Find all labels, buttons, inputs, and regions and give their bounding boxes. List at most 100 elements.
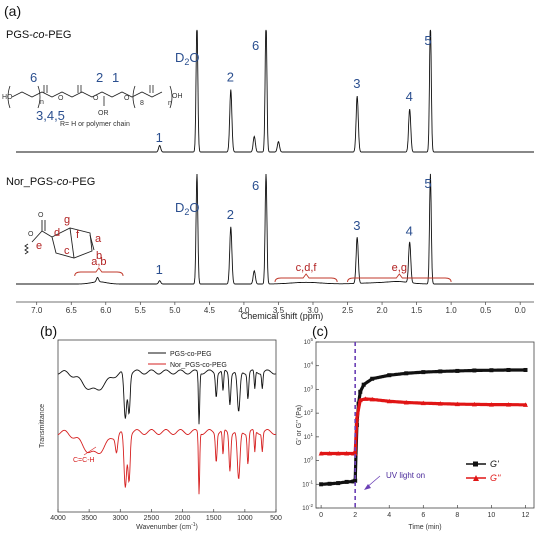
gprime-point (489, 368, 494, 373)
gprime-point (344, 479, 349, 484)
svg-text:O: O (93, 95, 99, 102)
nmr-tick-label: 6.0 (100, 306, 112, 315)
peak-label-d2o: D2O (175, 50, 200, 67)
rheo-legend: G' G'' (466, 459, 501, 483)
gprime-point (358, 389, 363, 394)
or-label: OR (98, 110, 109, 117)
uv-arrowhead (364, 484, 371, 490)
nmr-tick-label: 4.0 (238, 306, 250, 315)
nmr-tick-label: 0.0 (515, 306, 527, 315)
panel-c-rheology: (c) G' or G'' (Pa) Time (min) 0 2 4 6 8 10 12 1… (296, 323, 535, 531)
nmr-bracket (74, 267, 124, 277)
svg-text:O: O (38, 212, 44, 219)
ftir-tick-label: 1500 (206, 515, 222, 522)
rheo-y-label: G' or G'' (Pa) (296, 405, 303, 445)
nmr-x-axis: 7.0 6.5 6.0 5.5 5.0 4.5 4.0 3.5 3.0 2.5 2.0 1.5 1.0 0… (16, 301, 534, 315)
gdoubleprime-point (454, 401, 460, 407)
gdoubleprime-point (362, 396, 368, 401)
r-group-note: R= H or polymer chain (60, 121, 130, 128)
gprime-point (336, 481, 341, 486)
bracket-label: e,g (392, 262, 407, 274)
rheo-x-tick-label: 8 (455, 512, 459, 519)
gdoubleprime-point (522, 402, 528, 407)
svg-text:n: n (40, 99, 44, 106)
gdoubleprime-point (505, 402, 511, 407)
ftir-x-ticks: 4000 3500 3000 2500 2000 1500 1000 500 (50, 509, 282, 522)
svg-text:n: n (168, 100, 172, 107)
nmr-tick-label: 1.5 (411, 306, 423, 315)
gprime-point (387, 373, 392, 378)
nmr-traces (16, 29, 534, 285)
gdoubleprime-point (335, 450, 341, 456)
gprime-point (370, 376, 375, 381)
ftir-tick-label: 2500 (144, 515, 160, 522)
gprime-point (327, 481, 332, 486)
rheo-y-tick-label: 104 (304, 361, 314, 370)
peak-label-6: 6 (252, 178, 259, 193)
legend-nor: Nor_PGS-co-PEG (170, 362, 227, 369)
rheo-y-tick-label: 101 (304, 432, 314, 441)
peak-label-6: 6 (252, 38, 259, 53)
rheo-y-tick-label: 10-1 (302, 479, 313, 488)
panel-b-ftir: (b) Transmittance 4000 3500 3000 2500 2000 15… (39, 323, 282, 531)
nmr-tick-label: 6.5 (66, 306, 78, 315)
gdoubleprime-point (488, 402, 494, 407)
sample-label-pgs: PGS-co-PEG (6, 29, 71, 41)
svg-text:O: O (124, 95, 130, 102)
structure-nor-labels: g d f a e c b O O (28, 212, 102, 262)
gprime-point (472, 368, 477, 373)
structure-pgs-co-peg (7, 85, 173, 109)
struct-label-1: 1 (112, 70, 119, 85)
legend-pgs: PGS-co-PEG (170, 351, 212, 358)
peak-label-5: 5 (424, 33, 431, 48)
nmr-peak-labels: 1 D2O 2 6 3 4 5 1 D2O 2 6 3 4 5 a,b c,d,f e,g (74, 33, 452, 283)
ftir-y-label: Transmittance (39, 404, 46, 448)
struct-label-2: 2 (96, 70, 103, 85)
ftir-tick-label: 3000 (112, 515, 128, 522)
peak-label-3: 3 (353, 76, 360, 91)
gdoubleprime-point (437, 401, 443, 406)
rheo-y-tick-label: 103 (304, 384, 314, 393)
rheo-x-label: Time (min) (408, 524, 441, 531)
nmr-tick-label: 4.5 (204, 306, 216, 315)
rheo-ticks: 0 2 4 6 8 10 12 10-2 10-1 100 101 102 103 104 105 (302, 337, 529, 519)
rheo-x-tick-label: 4 (387, 512, 391, 519)
peak-label-4: 4 (406, 223, 413, 238)
struct-label-345: 3,4,5 (36, 108, 65, 123)
svg-text:OH: OH (172, 93, 183, 100)
svg-text:a: a (95, 233, 102, 245)
rheo-x-tick-label: 10 (488, 512, 496, 519)
nmr-tick-label: 0.5 (480, 306, 492, 315)
nmr-tick-label: 5.0 (169, 306, 181, 315)
rheo-x-tick-label: 2 (353, 512, 357, 519)
gdoubleprime-point (357, 397, 363, 403)
ftir-annotation-pointer (83, 446, 97, 456)
panel-a-letter: (a) (4, 3, 21, 19)
nmr-tick-label: 2.5 (342, 306, 354, 315)
rheo-curve-gdoubleprime (319, 397, 528, 456)
gdoubleprime-point (352, 450, 358, 456)
gdoubleprime-point (354, 415, 360, 420)
ftir-x-label: Wavenumber (cm-1) (136, 522, 198, 531)
rheo-series (318, 367, 528, 487)
nmr-tick-label: 1.0 (446, 306, 458, 315)
gprime-point (523, 367, 528, 372)
svg-text:c: c (64, 245, 70, 257)
ftir-tick-label: 2000 (175, 515, 191, 522)
svg-text:8: 8 (140, 100, 144, 107)
gdoubleprime-point (420, 400, 426, 406)
structure-norbornene (24, 220, 95, 259)
gprime-point (353, 478, 358, 483)
svg-text:g: g (64, 214, 70, 226)
nmr-trace-pgs (16, 29, 534, 153)
rheo-frame (315, 341, 535, 509)
ftir-frame (57, 339, 277, 513)
rheo-x-tick-label: 12 (522, 512, 530, 519)
gprime-point (506, 367, 511, 372)
nmr-tick-label: 3.0 (307, 306, 319, 315)
svg-text:HO: HO (2, 94, 13, 101)
structure-pgs-labels: HO n O O O 8 n OH OR R= H or polymer cha… (2, 70, 183, 128)
panel-b-letter: (b) (40, 323, 57, 339)
gdoubleprime-point (386, 398, 392, 404)
